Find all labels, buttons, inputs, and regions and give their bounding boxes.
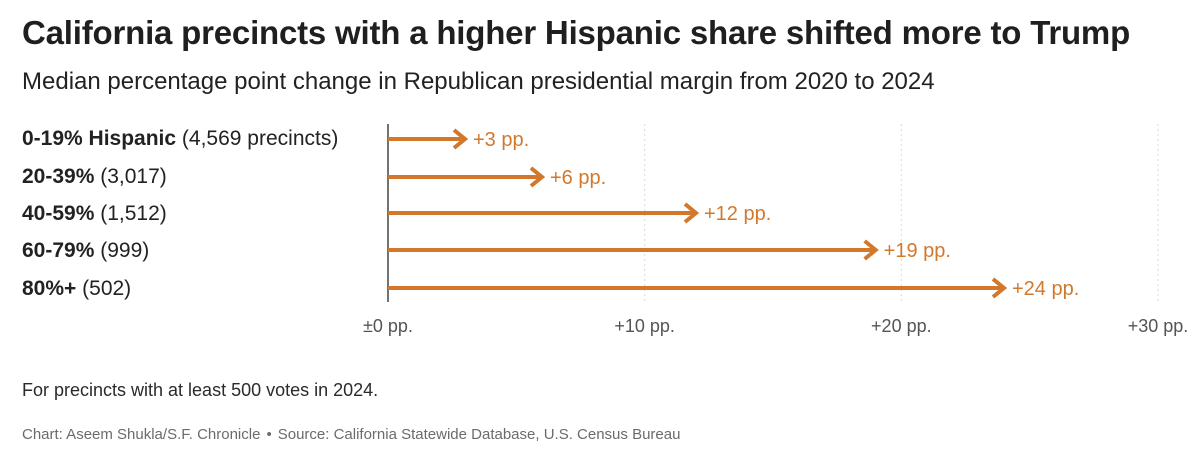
row-label-count: (3,017): [100, 165, 167, 188]
data-label: +24 pp.: [1012, 278, 1079, 300]
x-tick-label: +20 pp.: [871, 316, 932, 336]
row-label-3: 60-79% (999): [22, 236, 149, 266]
arrow-head: [452, 128, 469, 150]
credit-source: Source: California Statewide Database, U…: [277, 426, 681, 443]
credit-author: Chart: Aseem Shukla/S.F. Chronicle: [22, 426, 261, 443]
data-label: +12 pp.: [704, 203, 771, 225]
row-label-2: 40-59% (1,512): [22, 199, 167, 229]
arrow-head: [991, 277, 1008, 299]
arrow-head: [683, 202, 700, 224]
chart-credit: Chart: Aseem Shukla/S.F. Chronicle • Sourc…: [22, 426, 680, 443]
x-tick-label: +30 pp.: [1128, 316, 1189, 336]
row-label-count: (999): [100, 239, 150, 262]
row-label-4: 80%+ (502): [22, 274, 131, 304]
row-label-count: (502): [82, 277, 132, 300]
row-label-1: 20-39% (3,017): [22, 162, 167, 192]
credit-separator: •: [266, 426, 272, 443]
data-label: +6 pp.: [550, 167, 606, 189]
data-label: +3 pp.: [473, 129, 529, 151]
x-tick-label: +10 pp.: [614, 316, 675, 336]
chart-title: California precincts with a higher Hispa…: [22, 14, 1131, 51]
arrow-head: [863, 239, 879, 261]
arrow-head: [529, 166, 546, 188]
row-label-group: 40-59%: [22, 202, 95, 225]
chart-note: For precincts with at least 500 votes in…: [22, 380, 379, 400]
row-label-group: 0-19% Hispanic: [22, 127, 177, 150]
x-tick-label: ±0 pp.: [363, 316, 413, 336]
row-label-group: 20-39%: [22, 165, 95, 188]
row-label-count: (4,569 precincts): [181, 127, 339, 150]
data-label: +19 pp.: [884, 240, 951, 262]
row-label-group: 80%+: [22, 277, 77, 300]
chart-subtitle: Median percentage point change in Republ…: [22, 68, 935, 95]
row-label-0: 0-19% Hispanic (4,569 precincts): [22, 124, 338, 154]
row-label-count: (1,512): [100, 202, 167, 225]
row-label-group: 60-79%: [22, 239, 95, 262]
